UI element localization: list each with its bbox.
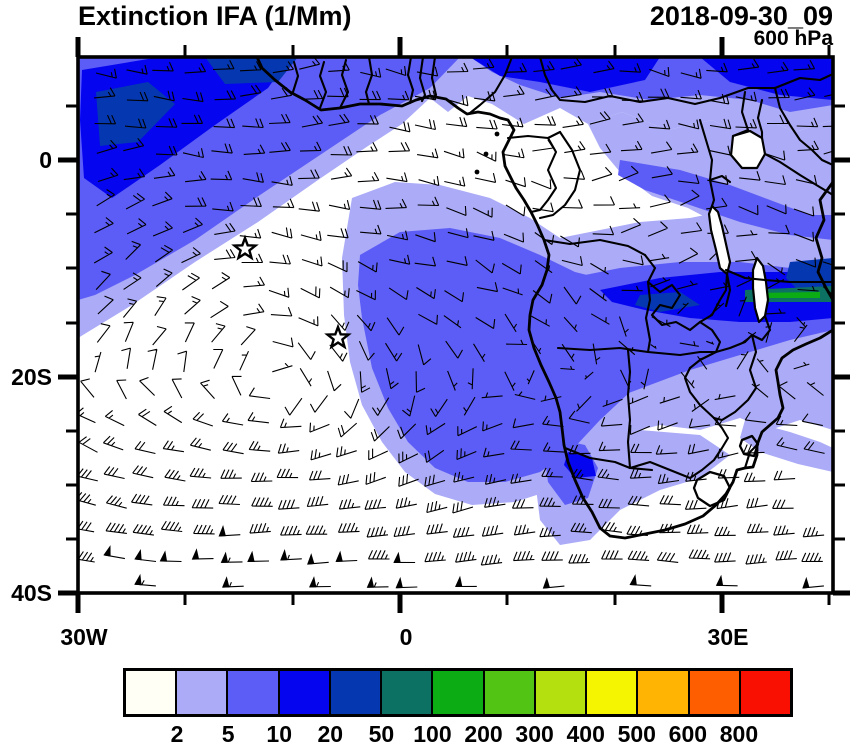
x-axis-label: 30E — [708, 624, 749, 650]
country-border — [714, 333, 754, 354]
country-border — [538, 130, 582, 220]
country-border — [563, 446, 654, 472]
country-border — [724, 268, 833, 284]
country-border — [731, 90, 750, 138]
y-axis-label: 40S — [11, 580, 52, 606]
country-border — [529, 136, 558, 214]
pressure-level-label: 600 hPa — [753, 27, 833, 50]
colorbar — [123, 668, 793, 717]
colorbar-cell-5 — [330, 671, 383, 714]
island-dot — [474, 169, 480, 175]
country-border — [468, 57, 514, 115]
coastline — [255, 57, 833, 540]
country-border — [318, 60, 328, 110]
colorbar-label: 100 — [413, 721, 452, 747]
country-border — [683, 366, 716, 420]
country-border — [712, 333, 758, 422]
datetime-label: 2018-09-30_09 — [649, 1, 833, 31]
colorbar-cell-4 — [279, 671, 331, 714]
country-border — [538, 57, 833, 106]
lake-outline — [729, 129, 767, 170]
extinction-shading-region — [700, 57, 833, 100]
country-border — [644, 280, 652, 354]
colorbar-label: 200 — [464, 721, 503, 747]
colorbar-cell-1 — [126, 671, 178, 714]
map-interior — [78, 57, 833, 589]
extinction-shading-region — [740, 420, 833, 472]
wind-barb-field — [78, 57, 833, 589]
colorbar-cell-10 — [587, 671, 639, 714]
island-dot — [483, 151, 489, 157]
y-axis-label: 0 — [39, 147, 52, 173]
colorbar-cell-3 — [228, 671, 280, 714]
colorbar-label: 500 — [617, 721, 656, 747]
country-border — [338, 58, 350, 110]
colorbar-label: 300 — [515, 721, 554, 747]
colorbar-cell-12 — [689, 671, 741, 714]
country-border — [291, 60, 300, 94]
colorbar-cell-11 — [638, 671, 690, 714]
country-border — [743, 443, 759, 470]
country-border — [688, 320, 722, 370]
country-border — [698, 118, 716, 208]
wind-barb-pennants — [103, 524, 810, 589]
colorbar-cell-13 — [740, 671, 791, 714]
country-border — [506, 130, 562, 140]
colorbar-label: 5 — [221, 721, 235, 747]
country-border — [643, 253, 729, 332]
country-border — [763, 152, 833, 197]
colorbar-label: 20 — [317, 721, 344, 747]
country-border — [708, 174, 732, 184]
country-border — [556, 346, 718, 357]
colorbar-label: 2 — [170, 721, 184, 747]
colorbar-label: 600 — [668, 721, 708, 747]
extinction-shading-region — [756, 292, 820, 298]
colorbar-label: 10 — [266, 721, 293, 747]
colorbar-cell-8 — [484, 671, 536, 714]
colorbar-cell-9 — [535, 671, 588, 714]
country-border — [406, 57, 415, 105]
colorbar-cell-2 — [177, 671, 229, 714]
country-border — [750, 314, 772, 342]
map-frame — [76, 55, 835, 595]
extinction-shading-region — [96, 82, 175, 146]
country-border-enclave — [692, 470, 732, 508]
star-marker — [231, 234, 259, 261]
country-border — [724, 272, 732, 308]
star-marker — [324, 323, 352, 350]
extinction-shading-region — [772, 130, 833, 215]
colorbar-cell-7 — [433, 671, 485, 714]
colorbar-labels: 2 5 10 20 50 100 200 300 400 500 600 800 — [123, 721, 793, 747]
y-axis-label: 20S — [11, 364, 52, 390]
country-border — [756, 98, 764, 140]
x-axis-label: 0 — [400, 624, 413, 650]
coastline — [814, 180, 833, 302]
country-border-enclave — [738, 434, 760, 458]
colorbar-label: 800 — [719, 721, 759, 747]
chart-title: Extinction IFA (1/Mm) — [78, 1, 352, 31]
island-dot — [494, 131, 500, 137]
country-border — [628, 416, 730, 480]
country-border — [773, 86, 833, 167]
colorbar-cell-6 — [382, 671, 434, 714]
extinction-shading-region — [618, 160, 833, 240]
country-border — [626, 348, 632, 470]
x-axis-label: 30W — [60, 624, 108, 650]
colorbar-label: 400 — [566, 721, 605, 747]
colorbar-label: 50 — [368, 721, 395, 747]
country-border — [364, 57, 374, 106]
country-border — [542, 238, 647, 257]
